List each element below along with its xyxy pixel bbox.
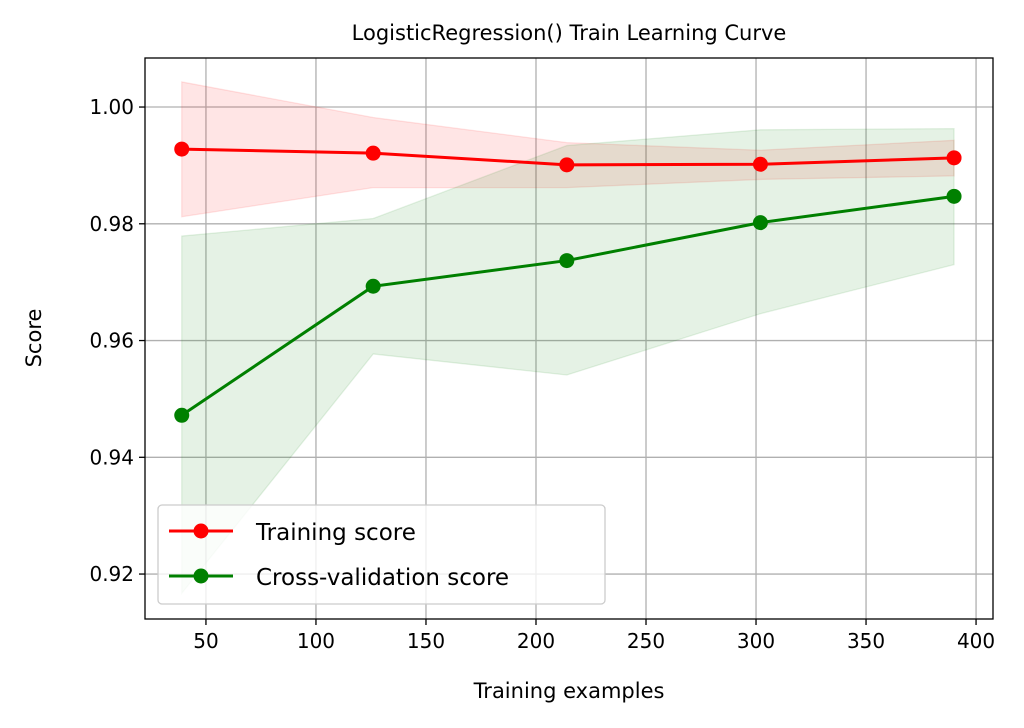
y-tick-label: 0.94 <box>89 445 134 469</box>
confidence-bands <box>181 81 955 596</box>
legend-cv-marker <box>193 568 209 584</box>
point-training <box>752 156 768 172</box>
band-training <box>181 81 955 218</box>
axis-ticks: 50 100 150 200 250 300 350 400 0.92 0.94 0.96 0.98 1… <box>89 95 995 653</box>
point-cv <box>559 253 575 269</box>
x-tick-label: 250 <box>627 629 665 653</box>
point-training <box>559 157 575 173</box>
point-training <box>365 145 381 161</box>
point-training <box>946 150 962 166</box>
point-cv <box>752 215 768 231</box>
plot-frame <box>144 57 994 620</box>
point-cv <box>946 188 962 204</box>
legend-training-label: Training score <box>255 520 416 546</box>
x-axis-label: Training examples <box>473 679 665 703</box>
x-tick-label: 150 <box>407 629 445 653</box>
point-cv <box>174 407 190 423</box>
x-tick-label: 50 <box>193 629 218 653</box>
legend-cv-label: Cross-validation score <box>256 565 509 591</box>
y-tick-label: 0.98 <box>89 212 134 236</box>
series-lines <box>174 141 962 423</box>
legend-training-marker <box>193 523 209 539</box>
y-tick-label: 0.96 <box>89 329 134 353</box>
y-axis-label: Score <box>22 309 46 368</box>
y-tick-label: 0.92 <box>89 562 134 586</box>
legend: Training score Cross-validation score <box>157 504 606 605</box>
band-cv <box>181 127 955 596</box>
x-tick-label: 350 <box>847 629 885 653</box>
chart-title: LogisticRegression() Train Learning Curv… <box>352 21 787 45</box>
point-training <box>174 141 190 157</box>
x-tick-label: 200 <box>517 629 555 653</box>
legend-box <box>157 504 606 605</box>
x-tick-label: 300 <box>737 629 775 653</box>
x-tick-label: 100 <box>297 629 335 653</box>
y-tick-label: 1.00 <box>89 95 134 119</box>
point-cv <box>365 278 381 294</box>
x-tick-label: 400 <box>957 629 995 653</box>
